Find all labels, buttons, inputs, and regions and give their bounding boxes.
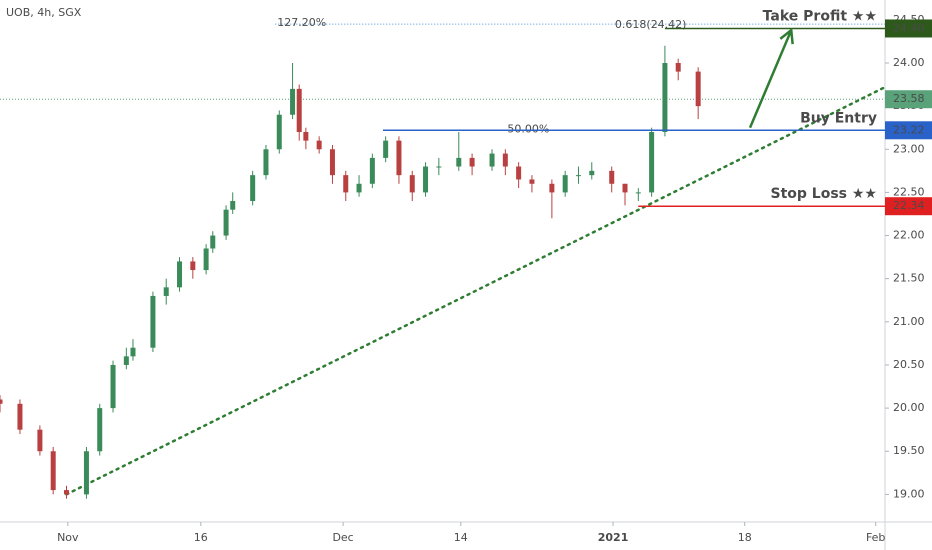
level-price-box — [885, 197, 932, 216]
candle-body — [562, 175, 568, 193]
candle-body — [369, 157, 375, 184]
candle-body — [37, 429, 43, 452]
candle-body — [329, 149, 335, 176]
candle-body — [356, 183, 362, 193]
candle-body — [575, 175, 581, 177]
x-tick-label: Nov — [57, 531, 79, 544]
candle-body — [649, 132, 655, 193]
candle-body — [203, 248, 209, 271]
y-tick-label: 21.50 — [893, 272, 925, 285]
candle-body — [290, 88, 296, 115]
candle-body — [190, 261, 196, 271]
candle-body — [469, 157, 475, 167]
candle-body — [589, 170, 595, 176]
candle-body — [250, 175, 256, 202]
x-tick-label: 2021 — [598, 531, 629, 544]
candle-body — [263, 149, 269, 176]
y-tick-label: 19.50 — [893, 444, 925, 457]
y-tick-label: 20.50 — [893, 358, 925, 371]
candle-body — [609, 170, 615, 184]
x-tick-label: 18 — [738, 531, 752, 544]
candle-body — [383, 140, 389, 158]
candle-body — [130, 347, 136, 357]
candle-body — [516, 166, 522, 180]
candle-body — [150, 295, 156, 348]
y-tick-label: 21.00 — [893, 315, 925, 328]
candle-body — [675, 62, 681, 72]
candle-body — [83, 451, 89, 495]
y-tick-label: 22.50 — [893, 185, 925, 198]
candle-body — [0, 399, 3, 404]
candle-body — [622, 183, 628, 193]
y-tick-label: 22.00 — [893, 229, 925, 242]
candle-body — [17, 403, 23, 430]
fib-label: 50.00% — [507, 122, 549, 135]
level-price-label: 24.40 — [893, 21, 925, 34]
level-price-label: 22.34 — [893, 199, 925, 212]
candle-body — [276, 114, 282, 150]
level-price-box — [885, 121, 932, 140]
y-tick-label: 24.00 — [893, 56, 925, 69]
candle-body — [210, 235, 216, 249]
fib-label: 127.20% — [277, 16, 326, 29]
y-tick-label: 19.00 — [893, 487, 925, 500]
level-name: Take Profit ★★ — [763, 8, 877, 24]
arrow-head — [779, 27, 794, 45]
candle-body — [296, 88, 302, 133]
candle-body — [316, 140, 322, 150]
y-tick-label: 20.00 — [893, 401, 925, 414]
trendline — [65, 85, 887, 496]
candle-body — [123, 356, 129, 365]
candle-body — [230, 201, 236, 210]
x-tick-label: 16 — [194, 531, 208, 544]
candle-body — [50, 451, 56, 491]
x-tick-label: 14 — [454, 531, 468, 544]
candle-body — [635, 192, 641, 194]
candle-body — [529, 179, 535, 184]
level-name: Stop Loss ★★ — [771, 186, 877, 202]
candle-body — [110, 364, 116, 409]
x-tick-label: Dec — [332, 531, 353, 544]
candle-body — [662, 62, 668, 133]
arrow-shaft — [748, 29, 793, 129]
chart-title: UOB, 4h, SGX — [6, 6, 82, 19]
y-tick-label: 23.00 — [893, 142, 925, 155]
candle-body — [396, 140, 402, 176]
level-price-label: 23.22 — [893, 123, 925, 136]
level-price-box — [885, 19, 932, 38]
candle-body — [549, 183, 555, 193]
level-name: Buy Entry — [800, 110, 877, 126]
candle-body — [303, 132, 309, 141]
candle-body — [489, 153, 495, 167]
candle-body — [97, 408, 103, 452]
candle-body — [223, 209, 229, 236]
candle-body — [409, 175, 415, 193]
current-price-box — [885, 90, 932, 109]
candle-body — [177, 261, 183, 288]
current-price-label: 23.58 — [893, 92, 925, 105]
x-tick-label: Feb — [866, 531, 885, 544]
candle-body — [163, 287, 169, 296]
candle-body — [436, 166, 442, 168]
candle-body — [502, 153, 508, 167]
candle-body — [423, 166, 429, 193]
candle-body — [343, 175, 349, 193]
candle-body — [456, 157, 462, 167]
candle-body — [695, 71, 701, 107]
candle-body — [63, 490, 69, 495]
